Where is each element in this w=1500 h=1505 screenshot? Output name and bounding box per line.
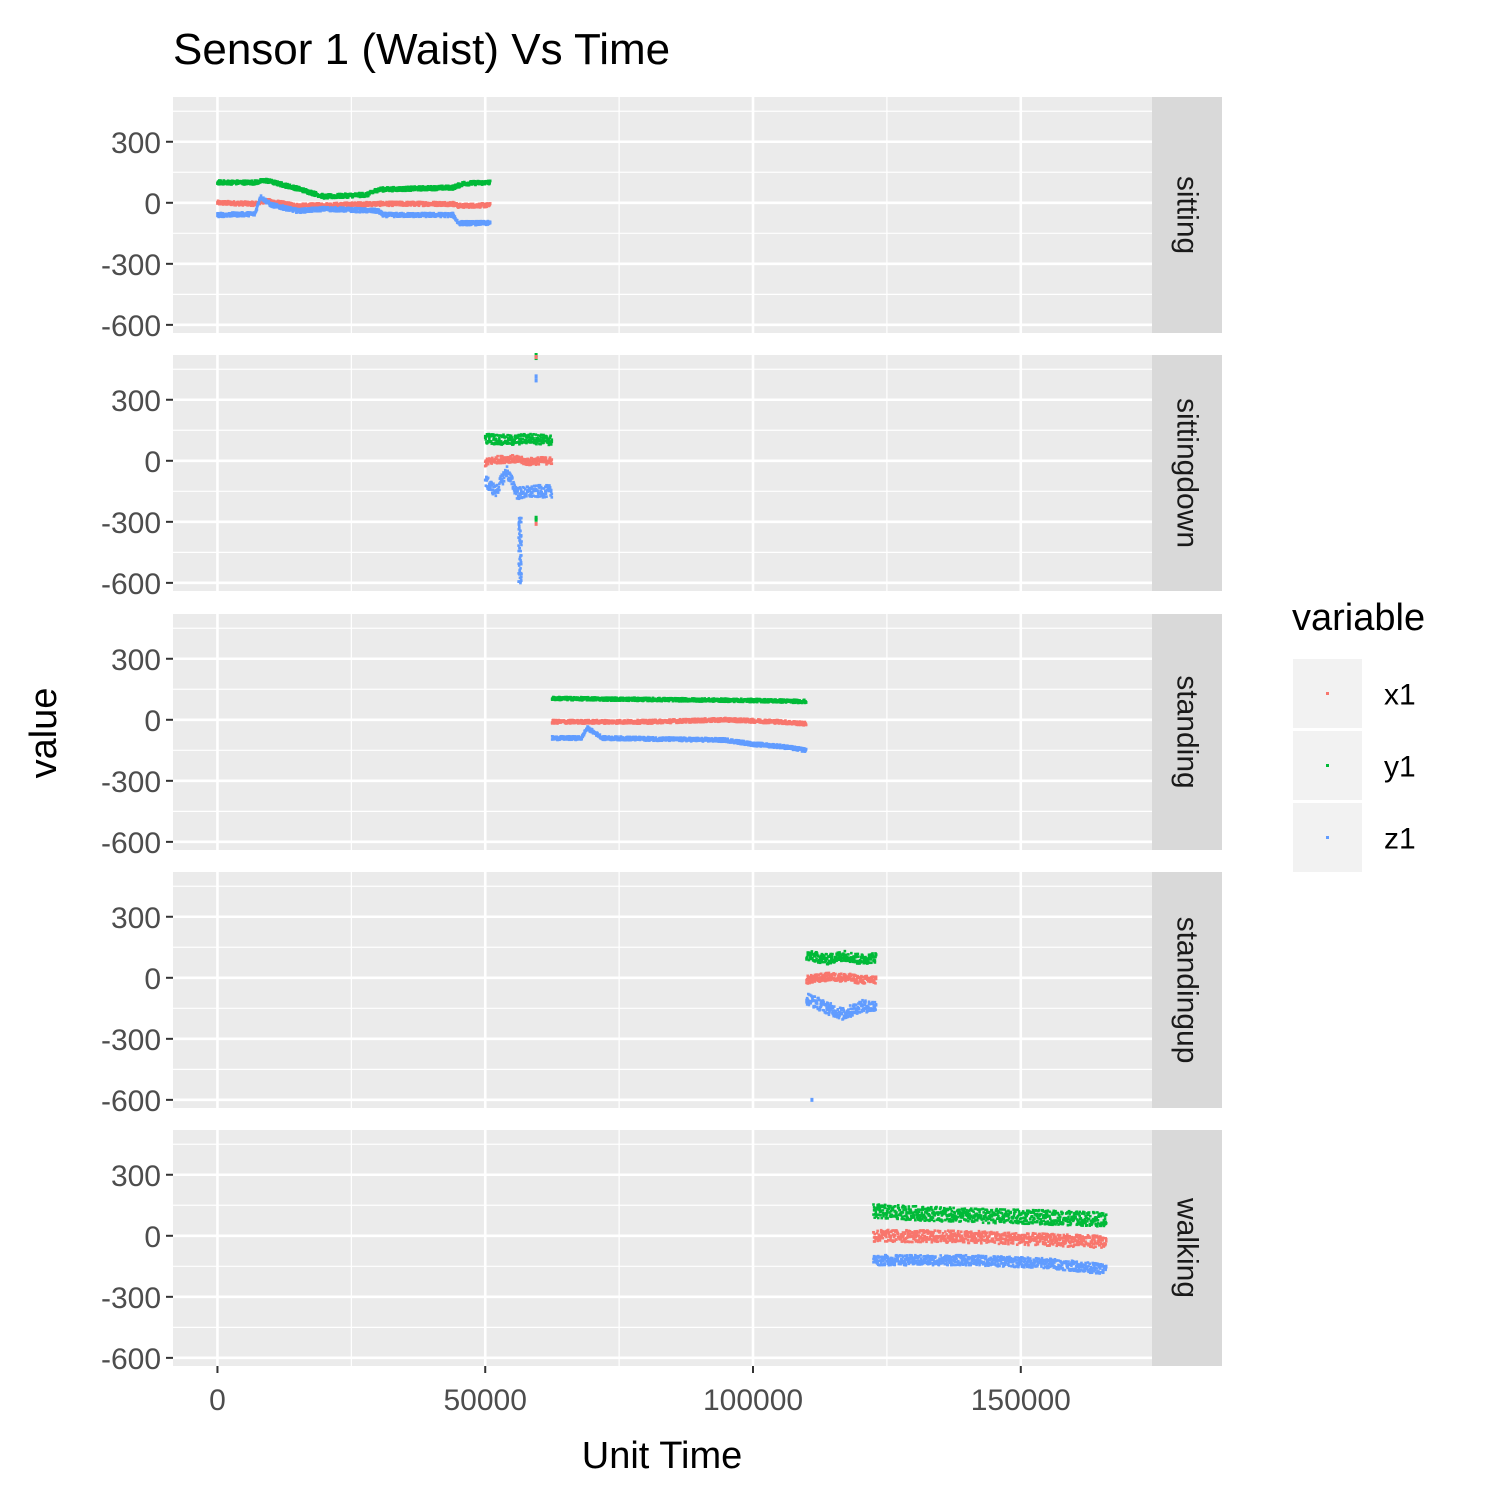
- panel-background: [173, 97, 1152, 333]
- outlier-point-z1: [520, 542, 523, 545]
- point-y1: [368, 193, 371, 196]
- point-y1: [532, 433, 535, 436]
- outlier-point-z1: [520, 572, 523, 575]
- point-z1: [498, 489, 501, 492]
- point-z1: [503, 480, 506, 483]
- point-z1: [489, 222, 492, 225]
- outlier-point-z1: [518, 547, 521, 550]
- facet-strip-label-standing: standing: [1171, 675, 1204, 788]
- outlier-point-z1: [519, 582, 522, 585]
- outlier-point-y1: [535, 518, 538, 522]
- point-x1: [805, 723, 808, 726]
- point-x1: [489, 203, 492, 206]
- point-y1: [497, 434, 500, 437]
- point-z1: [257, 202, 260, 205]
- point-y1: [502, 433, 505, 436]
- point-y1: [551, 438, 554, 441]
- point-z1: [551, 493, 554, 496]
- outlier-point-z1: [520, 578, 523, 581]
- y-tick-label: 0: [144, 446, 161, 479]
- y-tick-label: -600: [101, 568, 161, 601]
- facet-panels: 300 0 -300 -600 sitting 300 0 -300 -600 sittingdo…: [101, 97, 1222, 1376]
- y-tick-label: 0: [144, 705, 161, 738]
- point-x1: [514, 461, 517, 464]
- point-z1: [502, 483, 505, 486]
- point-x1: [496, 455, 499, 458]
- outlier-point-z1: [519, 550, 522, 553]
- y-tick-label: -300: [101, 249, 161, 282]
- point-x1: [538, 463, 541, 466]
- point-z1: [549, 486, 552, 489]
- outlier-point-z1: [520, 517, 523, 520]
- point-x1: [487, 463, 490, 466]
- outlier-point-z1: [519, 530, 522, 533]
- y-tick-label: 300: [111, 644, 161, 677]
- point-z1: [525, 495, 528, 498]
- point-x1: [551, 462, 554, 465]
- point-y1: [485, 438, 488, 441]
- point-x1: [545, 456, 548, 459]
- y-tick-label: 300: [111, 127, 161, 160]
- point-y1: [540, 434, 543, 437]
- point-z1: [487, 477, 490, 480]
- point-z1: [506, 465, 509, 468]
- point-z1: [503, 477, 506, 480]
- outlier-point-x1: [535, 355, 538, 359]
- point-z1: [511, 477, 514, 480]
- outlier-point-z1: [519, 538, 522, 541]
- point-z1: [518, 497, 521, 500]
- y-tick-label: -600: [101, 827, 161, 860]
- outlier-point-z1: [520, 575, 523, 578]
- point-y1: [549, 434, 552, 437]
- point-z1: [530, 485, 533, 488]
- outlier-point-z1: [518, 520, 521, 523]
- point-z1: [497, 486, 500, 489]
- point-z1: [551, 496, 554, 499]
- point-z1: [535, 484, 538, 487]
- point-y1: [489, 180, 492, 183]
- y-tick-label: -300: [101, 507, 161, 540]
- y-tick-label: -600: [101, 310, 161, 343]
- facet-strip-label-sitting: sitting: [1171, 176, 1204, 254]
- point-z1: [524, 488, 527, 491]
- outlier-point-x1: [535, 522, 538, 526]
- outlier-point-z1: [520, 563, 523, 566]
- point-z1: [520, 489, 523, 492]
- point-x1: [551, 458, 554, 461]
- point-z1: [256, 208, 259, 211]
- point-y1: [535, 433, 538, 436]
- point-z1: [550, 491, 553, 494]
- series-y1-sittingdown: [484, 433, 553, 446]
- point-y1: [488, 437, 491, 440]
- y-tick-label: 300: [111, 385, 161, 418]
- facet-panel-sitting: 300 0 -300 -600 sitting: [101, 97, 1222, 343]
- point-z1: [516, 490, 519, 493]
- outlier-point-z1: [535, 374, 538, 378]
- panel-background: [173, 355, 1152, 591]
- panel-background: [173, 614, 1152, 850]
- y-tick-label: 0: [144, 188, 161, 221]
- point-z1: [545, 495, 548, 498]
- point-z1: [497, 491, 500, 494]
- facet-panel-sittingdown: 300 0 -300 -600 sittingdown: [101, 353, 1222, 601]
- outlier-point-z1: [535, 378, 538, 382]
- outlier-point-z1: [519, 556, 522, 559]
- point-z1: [495, 495, 498, 498]
- chart-title: Sensor 1 (Waist) Vs Time: [173, 25, 670, 74]
- outlier-point-z1: [518, 523, 521, 526]
- outlier-point-z1: [517, 563, 520, 566]
- point-y1: [550, 443, 553, 446]
- facet-panel-standing: 300 0 -300 -600 standing: [101, 614, 1222, 860]
- point-z1: [538, 495, 541, 498]
- outlier-point-z1: [520, 535, 523, 538]
- y-tick-label: -300: [101, 766, 161, 799]
- outlier-point-z1: [517, 544, 520, 547]
- facet-strip-label-sittingdown: sittingdown: [1171, 398, 1204, 548]
